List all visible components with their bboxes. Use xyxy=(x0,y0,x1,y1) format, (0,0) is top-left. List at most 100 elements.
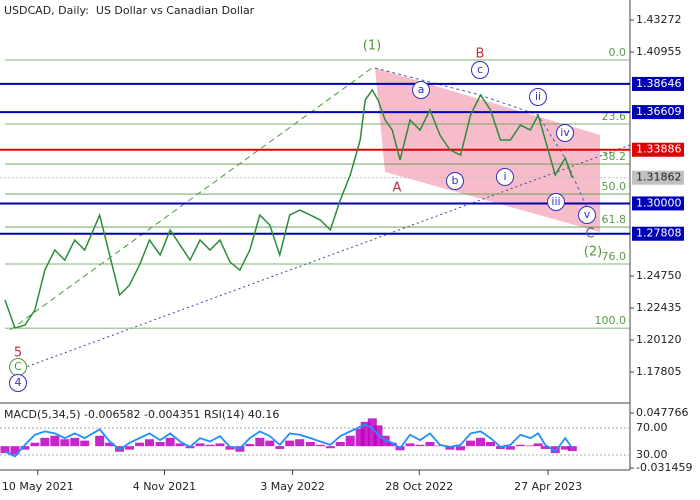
y-tick-label: 1.20120 xyxy=(636,333,682,346)
macd-bar xyxy=(355,428,365,447)
macd-bar xyxy=(485,441,495,447)
chart-title: USDCAD, Daily: US Dollar vs Canadian Dol… xyxy=(4,4,255,17)
macd-bar xyxy=(165,437,175,447)
macd-bar xyxy=(60,439,70,447)
wave-circle xyxy=(556,124,574,142)
macd-bar xyxy=(387,442,397,447)
macd-bar xyxy=(30,442,40,447)
macd-bar xyxy=(40,437,50,447)
level-box xyxy=(632,105,684,120)
macd-bar xyxy=(533,443,543,447)
level-label: 1.38646 xyxy=(636,77,682,90)
wave-circle xyxy=(547,193,565,211)
macd-bar xyxy=(405,443,415,447)
macd-bar xyxy=(80,440,90,447)
wave-circle xyxy=(578,206,596,224)
macd-bar xyxy=(567,446,577,452)
macd-bar xyxy=(315,444,325,447)
level-label: 1.36609 xyxy=(636,105,682,118)
y-tick-label: 1.40955 xyxy=(636,45,682,58)
macd-bar xyxy=(367,418,377,447)
level-label: 1.27808 xyxy=(636,227,682,240)
macd-bar xyxy=(325,446,335,449)
wave-label: 5 xyxy=(14,346,22,361)
macd-bar xyxy=(20,446,30,450)
wave-label: c xyxy=(477,63,483,76)
y-tick-label: 1.22435 xyxy=(636,301,682,314)
level-label: 1.33886 xyxy=(636,143,682,156)
macd-bar xyxy=(285,440,295,447)
rsi-tick-label: 30.00 xyxy=(636,448,668,461)
macd-tick-label: 0.047766 xyxy=(636,406,689,419)
y-tick-label: 1.43272 xyxy=(636,13,682,26)
macd-bar xyxy=(345,435,355,447)
macd-bar xyxy=(50,435,60,447)
wave-label: b xyxy=(452,174,459,187)
macd-bar xyxy=(70,437,80,447)
macd-bar xyxy=(456,446,466,451)
current-price-box xyxy=(632,170,684,185)
macd-bar xyxy=(144,439,154,447)
fib-label: 100.0 xyxy=(595,314,627,327)
macd-bar xyxy=(105,442,115,447)
level-box xyxy=(632,142,684,157)
indicator-title: MACD(5,34,5) -0.006582 -0.004351 RSI(14)… xyxy=(4,408,279,421)
fib-label: 76.0 xyxy=(602,250,627,263)
fib-label: 0.0 xyxy=(609,46,627,59)
macd-bar xyxy=(415,444,425,447)
macd-bar xyxy=(305,441,315,447)
wave-label: i xyxy=(503,170,506,183)
wave-label: iv xyxy=(560,126,570,139)
wave-label: iii xyxy=(551,195,560,208)
wave-label: C xyxy=(585,227,594,242)
macd-bar xyxy=(125,446,135,450)
macd-bar xyxy=(466,440,476,447)
wave-circle xyxy=(412,81,430,99)
macd-bar xyxy=(360,421,370,447)
price-line xyxy=(4,88,574,329)
macd-bar xyxy=(255,437,265,447)
x-tick-label: 4 Nov 2021 xyxy=(133,480,196,493)
wave-label: 4 xyxy=(15,376,22,389)
wave-circle xyxy=(471,61,489,79)
macd-bar xyxy=(560,446,570,450)
current-price-label: 1.31862 xyxy=(636,171,682,184)
fib-label: 38.2 xyxy=(602,150,627,163)
rsi-tick-label: 70.00 xyxy=(636,421,668,434)
fib-label: 61.8 xyxy=(602,213,627,226)
y-tick-label: 1.24750 xyxy=(636,269,682,282)
x-tick-label: 27 Apr 2023 xyxy=(514,480,582,493)
macd-bar xyxy=(265,440,275,447)
wave-circle xyxy=(9,374,27,392)
wave-label: B xyxy=(476,47,485,62)
wave-circle xyxy=(496,168,514,186)
macd-bar xyxy=(476,437,486,447)
macd-bar xyxy=(275,446,285,449)
wave-label: v xyxy=(584,208,591,221)
macd-bar xyxy=(195,443,205,447)
macd-bar xyxy=(205,444,215,447)
macd-bar xyxy=(425,441,435,447)
x-tick-label: 10 May 2021 xyxy=(2,480,74,493)
macd-bar xyxy=(505,446,515,450)
macd-bar xyxy=(525,445,535,447)
macd-bar xyxy=(215,443,225,447)
wave-label: C xyxy=(14,360,22,373)
macd-bar xyxy=(515,444,525,447)
wave-label: A xyxy=(393,181,402,196)
level-box xyxy=(632,226,684,241)
macd-bar xyxy=(95,435,105,447)
support-line xyxy=(17,144,631,371)
macd-bar xyxy=(135,442,145,447)
level-box xyxy=(632,76,684,91)
wave-circle xyxy=(529,88,547,106)
level-label: 1.30000 xyxy=(636,196,682,209)
macd-bar xyxy=(175,443,185,447)
fib-label: 50.0 xyxy=(602,180,627,193)
x-tick-label: 28 Oct 2022 xyxy=(385,480,453,493)
y-tick-label: 1.17805 xyxy=(636,365,682,378)
level-box xyxy=(632,196,684,211)
x-tick-label: 3 May 2022 xyxy=(260,480,325,493)
macd-tick-label: -0.031459 xyxy=(636,461,692,474)
rsi-line xyxy=(4,423,574,458)
